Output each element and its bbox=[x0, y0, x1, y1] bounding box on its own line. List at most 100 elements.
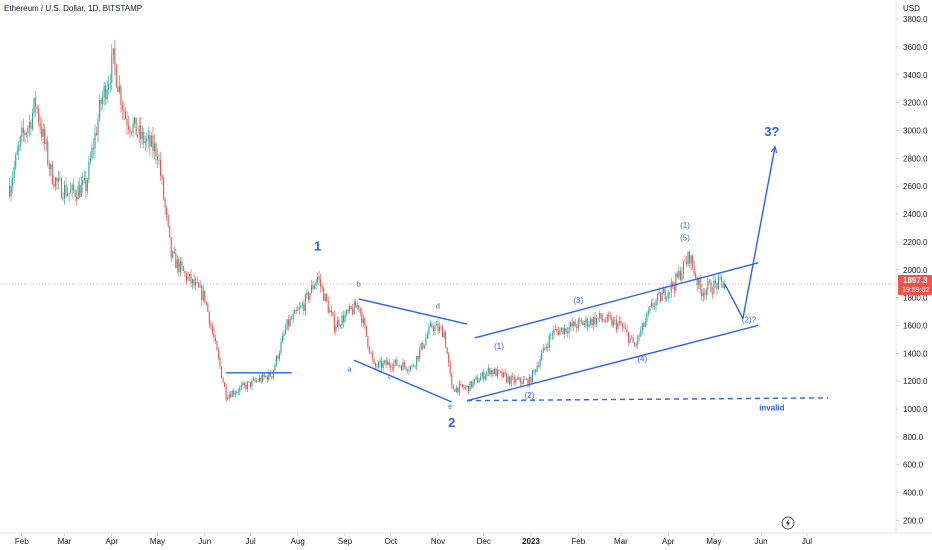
candle bbox=[531, 369, 534, 384]
candle bbox=[249, 381, 252, 390]
candle bbox=[13, 160, 15, 184]
plot-area[interactable]: 1 2 b d a c e (1) (2) (3) (4) (5) (1) (2)? 3? invalid bbox=[0, 39, 896, 430]
candle bbox=[152, 126, 154, 159]
candle bbox=[102, 90, 104, 110]
candle bbox=[231, 389, 233, 398]
candle bbox=[9, 178, 11, 199]
candle bbox=[18, 140, 20, 161]
candle bbox=[617, 321, 619, 332]
candle bbox=[277, 355, 279, 361]
candle bbox=[461, 383, 463, 389]
candle bbox=[612, 316, 614, 328]
candle bbox=[106, 81, 108, 103]
candle bbox=[384, 359, 386, 365]
price-tick-label: 800.0 bbox=[903, 433, 924, 442]
candle bbox=[176, 255, 178, 274]
candle bbox=[560, 327, 563, 333]
candle bbox=[452, 383, 454, 390]
candle bbox=[91, 143, 93, 161]
candle bbox=[591, 316, 593, 329]
candle bbox=[541, 349, 543, 362]
candle bbox=[332, 311, 334, 317]
candle bbox=[309, 292, 311, 304]
candle bbox=[717, 271, 720, 291]
wave-label: 1 bbox=[314, 238, 321, 253]
candle bbox=[387, 359, 389, 365]
candle bbox=[589, 316, 592, 327]
candle bbox=[705, 287, 707, 300]
candle bbox=[629, 338, 631, 344]
wave-label: (2)? bbox=[742, 316, 757, 325]
candle bbox=[498, 369, 500, 374]
candle bbox=[124, 107, 127, 120]
candle bbox=[466, 384, 468, 391]
candle bbox=[695, 271, 697, 280]
candle bbox=[19, 135, 21, 151]
candle bbox=[379, 357, 381, 367]
candle bbox=[667, 289, 669, 303]
candle bbox=[556, 326, 558, 336]
candle bbox=[644, 317, 646, 328]
time-axis[interactable]: Feb Mar Apr May Jun Jul Aug Sep Oct Nov Dec 2023 Feb… bbox=[0, 532, 932, 546]
chart-title: Ethereum / U.S. Dollar, 1D, BITSTAMP bbox=[4, 4, 142, 13]
candle bbox=[624, 323, 627, 330]
candle bbox=[227, 395, 229, 401]
candle bbox=[463, 384, 465, 391]
candle bbox=[606, 313, 608, 323]
candle bbox=[44, 124, 46, 151]
candle bbox=[388, 358, 390, 369]
lightning-icon[interactable] bbox=[781, 516, 795, 530]
wave-label: (1) bbox=[494, 342, 504, 351]
candle bbox=[637, 334, 639, 350]
trend-line bbox=[474, 262, 759, 339]
candle bbox=[356, 300, 358, 311]
candle bbox=[631, 334, 633, 340]
candle bbox=[68, 192, 70, 202]
candle bbox=[73, 178, 75, 193]
candle bbox=[506, 371, 508, 384]
candle bbox=[79, 177, 81, 198]
candle bbox=[333, 309, 335, 334]
candle bbox=[374, 361, 377, 370]
candle bbox=[582, 319, 584, 326]
candle bbox=[571, 317, 573, 328]
candle bbox=[62, 192, 64, 201]
price-axis[interactable]: USD 200.0 400.0 600.0 800.0 1000.0 1200.0 1400… bbox=[895, 0, 928, 533]
candle bbox=[74, 188, 76, 202]
candle bbox=[664, 286, 666, 303]
candle bbox=[135, 117, 137, 136]
candle bbox=[272, 370, 274, 381]
candle bbox=[36, 104, 38, 114]
candle bbox=[655, 298, 657, 312]
candle bbox=[367, 336, 369, 350]
candle bbox=[585, 315, 587, 328]
candle bbox=[634, 341, 636, 348]
time-tick-label: Feb bbox=[15, 537, 29, 546]
candle bbox=[565, 327, 567, 334]
candle bbox=[454, 388, 456, 392]
candle bbox=[513, 374, 515, 386]
trend-line bbox=[723, 283, 744, 319]
candle bbox=[239, 385, 241, 396]
candle bbox=[312, 281, 314, 292]
candle bbox=[120, 83, 122, 113]
candle bbox=[202, 284, 204, 302]
candle bbox=[632, 334, 634, 344]
time-tick-label: Oct bbox=[385, 537, 398, 546]
candle bbox=[675, 272, 677, 294]
candle bbox=[352, 304, 354, 316]
candle bbox=[596, 315, 598, 327]
time-tick-label: May bbox=[706, 537, 721, 546]
candle bbox=[580, 317, 582, 325]
candle bbox=[256, 377, 258, 384]
candle bbox=[318, 270, 320, 286]
candle bbox=[373, 357, 375, 365]
candle bbox=[692, 253, 694, 270]
candle bbox=[246, 380, 248, 393]
candle bbox=[280, 338, 282, 356]
time-tick-label: Mar bbox=[58, 537, 72, 546]
candle bbox=[516, 376, 518, 380]
candle bbox=[103, 81, 105, 106]
candle bbox=[445, 329, 447, 349]
